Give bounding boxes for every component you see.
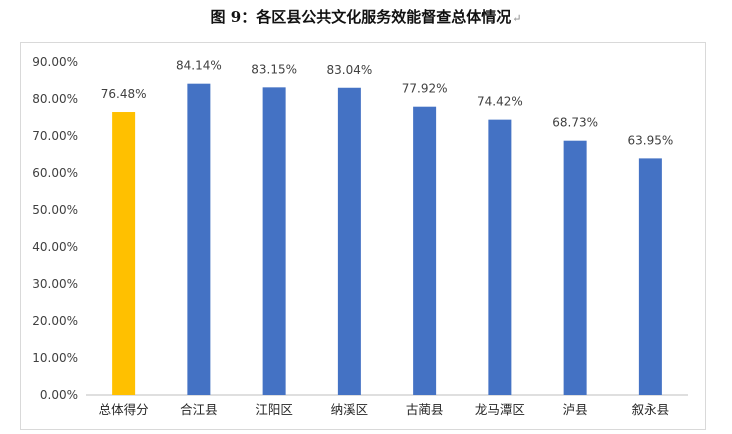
data-label: 83.04% — [326, 63, 372, 77]
y-tick-label: 70.00% — [32, 129, 78, 143]
y-tick-label: 30.00% — [32, 277, 78, 291]
y-tick-label: 40.00% — [32, 240, 78, 254]
x-tick-label: 总体得分 — [99, 402, 149, 417]
data-label: 77.92% — [402, 82, 448, 96]
x-tick-label: 江阳区 — [255, 402, 293, 417]
data-label: 74.42% — [477, 95, 523, 109]
data-label: 63.95% — [627, 133, 673, 147]
x-tick-label: 合江县 — [180, 402, 218, 417]
y-tick-label: 90.00% — [32, 55, 78, 69]
bar — [337, 87, 361, 395]
data-label: 76.48% — [101, 87, 147, 101]
y-tick-label: 80.00% — [32, 92, 78, 106]
chart-frame — [20, 42, 706, 430]
bar — [488, 119, 512, 396]
bar — [112, 112, 136, 396]
return-mark-icon: ↵ — [512, 12, 522, 25]
bar — [413, 106, 437, 396]
y-tick-label: 60.00% — [32, 166, 78, 180]
data-label: 83.15% — [251, 62, 297, 76]
y-tick-label: 50.00% — [32, 203, 78, 217]
data-label: 68.73% — [552, 116, 598, 130]
x-tick-label: 纳溪区 — [331, 402, 369, 417]
chart-title-text: 图 9：各区县公共文化服务效能督查总体情况 — [210, 8, 512, 26]
y-tick-label: 10.00% — [32, 351, 78, 365]
bar — [187, 83, 211, 395]
bar — [638, 158, 662, 395]
x-tick-label: 泸县 — [563, 402, 588, 417]
x-tick-label: 古蔺县 — [406, 402, 444, 417]
data-label: 84.14% — [176, 59, 222, 73]
y-tick-label: 0.00% — [40, 388, 78, 402]
bar — [262, 87, 286, 395]
chart-title: 图 9：各区县公共文化服务效能督查总体情况↵ — [0, 6, 732, 27]
x-tick-label: 叙永县 — [632, 402, 670, 417]
bar — [563, 140, 587, 395]
x-tick-label: 龙马潭区 — [475, 402, 525, 417]
y-tick-label: 20.00% — [32, 314, 78, 328]
